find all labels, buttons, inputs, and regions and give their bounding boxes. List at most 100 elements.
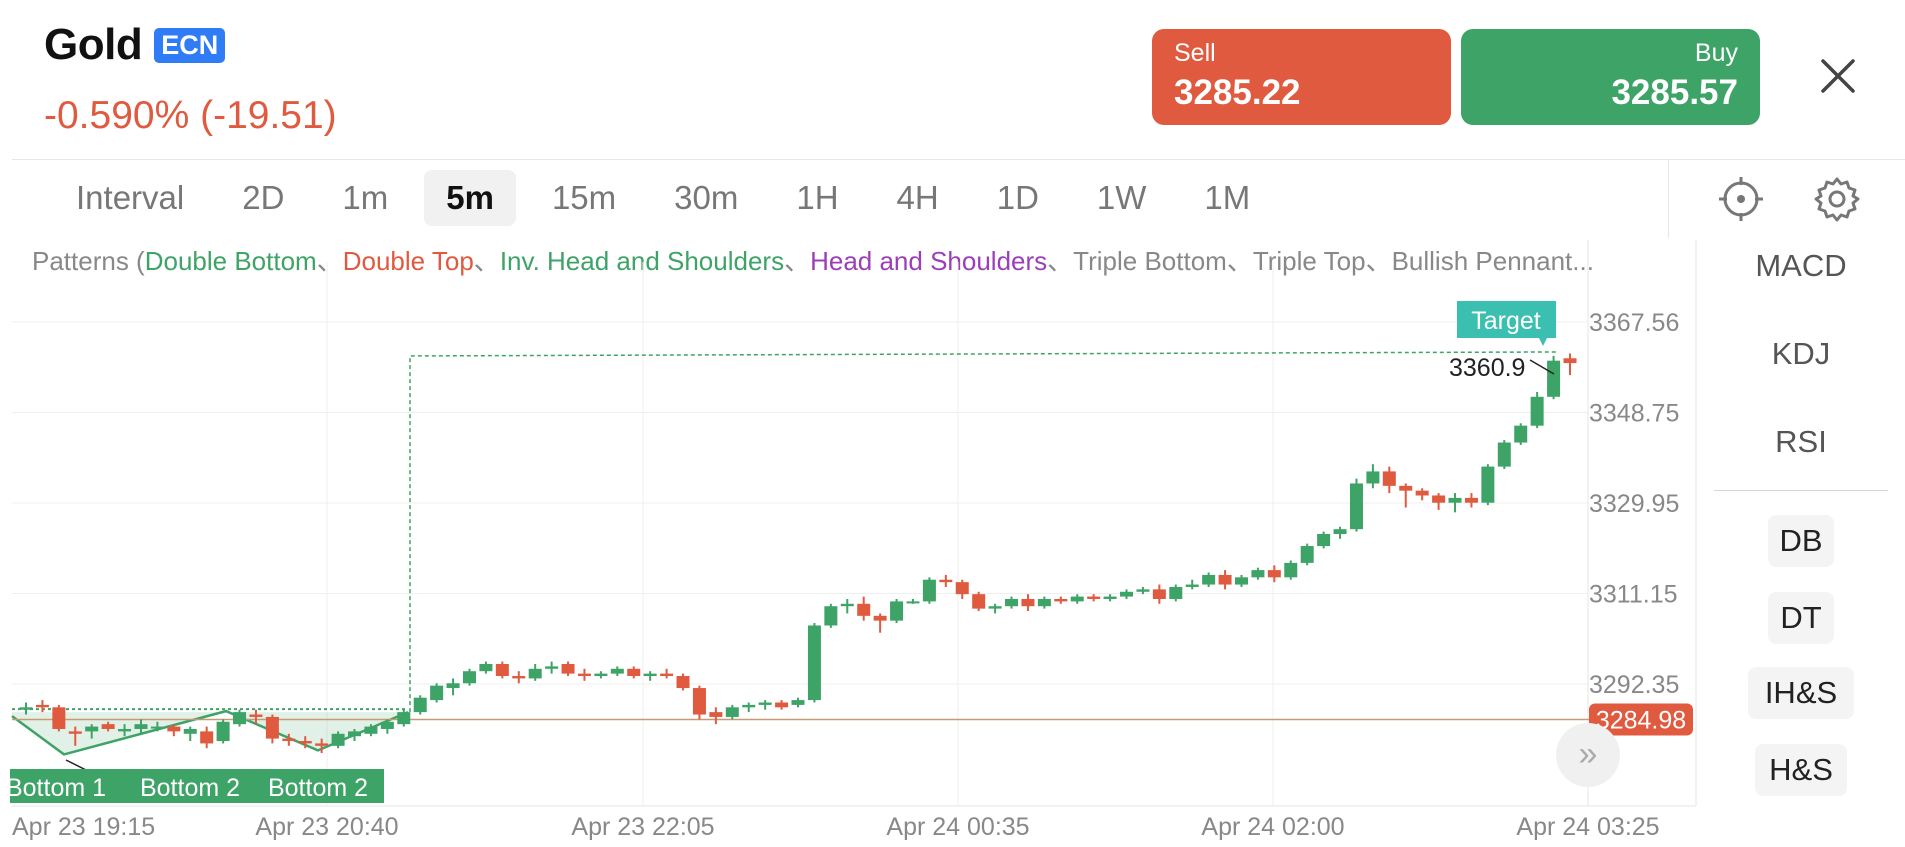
close-icon[interactable] bbox=[1818, 56, 1858, 96]
y-tick-label: 3348.75 bbox=[1589, 399, 1679, 427]
tab-1mo[interactable]: 1M bbox=[1204, 179, 1251, 216]
patterns-legend[interactable]: Patterns (Double Bottom、Double Top、Inv. … bbox=[32, 241, 1696, 278]
candle-body bbox=[397, 712, 411, 725]
tab-1m[interactable]: 1m bbox=[342, 179, 389, 216]
candle-body bbox=[1120, 591, 1134, 597]
candle-body bbox=[1021, 598, 1035, 607]
toolbar-divider bbox=[1668, 160, 1669, 238]
candle-body bbox=[725, 707, 739, 717]
sell-price: 3285.22 bbox=[1174, 73, 1301, 112]
candle-body bbox=[1464, 497, 1478, 503]
pattern-separator: 、 bbox=[784, 246, 811, 276]
candle-body bbox=[495, 663, 509, 677]
candle-body bbox=[1202, 574, 1216, 585]
low-value-label: 3277.71 bbox=[88, 769, 178, 797]
candle-body bbox=[939, 579, 953, 583]
candle-body bbox=[35, 704, 49, 708]
candle-body bbox=[1448, 497, 1462, 503]
pattern-head-shoulders: Head and Shoulders bbox=[810, 246, 1048, 276]
low-leader-line bbox=[65, 759, 91, 773]
indicator-rsi[interactable]: RSI bbox=[1775, 424, 1827, 459]
candle-body bbox=[1169, 586, 1183, 599]
pattern-triple-top: Triple Top bbox=[1252, 246, 1366, 276]
candle-body bbox=[1399, 485, 1413, 491]
candle-body bbox=[200, 731, 214, 744]
candle-body bbox=[643, 673, 657, 677]
x-tick-label: Apr 24 02:00 bbox=[1201, 813, 1344, 841]
x-tick-label: Apr 23 20:40 bbox=[255, 813, 398, 841]
candle-body bbox=[233, 712, 247, 725]
pattern-double-bottom: Double Bottom bbox=[144, 246, 317, 276]
candle-body bbox=[660, 673, 674, 677]
pattern-separator: 、 bbox=[1226, 246, 1253, 276]
candle-body bbox=[1333, 529, 1347, 534]
candle-body bbox=[594, 673, 608, 677]
candle-body bbox=[1497, 442, 1511, 467]
pattern-button-db[interactable]: DB bbox=[1768, 515, 1834, 567]
target-label: Target bbox=[1471, 307, 1541, 335]
candle-body bbox=[988, 606, 1002, 609]
candle-body bbox=[216, 721, 230, 742]
candle-body bbox=[167, 726, 181, 732]
tab-1h[interactable]: 1H bbox=[796, 179, 839, 216]
tab-2d[interactable]: 2D bbox=[242, 179, 285, 216]
candle-body bbox=[906, 601, 920, 604]
candle-body bbox=[676, 676, 690, 689]
candle-body bbox=[1054, 598, 1068, 602]
tab-1d[interactable]: 1D bbox=[996, 179, 1039, 216]
candle-body bbox=[68, 731, 82, 734]
candle-body bbox=[922, 579, 936, 602]
candle-body bbox=[1317, 534, 1331, 547]
x-tick-label: Apr 24 00:35 bbox=[886, 813, 1029, 841]
double-chevron-right-icon[interactable]: » bbox=[1556, 723, 1620, 787]
candle-body bbox=[824, 606, 838, 626]
pattern-separator: 、 bbox=[1365, 246, 1392, 276]
candle-body bbox=[528, 668, 542, 679]
pattern-button-hs[interactable]: H&S bbox=[1755, 744, 1847, 796]
buy-button[interactable]: Buy 3285.57 bbox=[1461, 29, 1760, 125]
sell-button[interactable]: Sell 3285.22 bbox=[1152, 29, 1451, 125]
tab-15m[interactable]: 15m bbox=[551, 179, 617, 216]
candle-body bbox=[249, 714, 263, 717]
candle-body bbox=[1185, 584, 1199, 587]
pattern-zigzag bbox=[11, 709, 409, 756]
crosshair-icon[interactable] bbox=[1718, 176, 1764, 222]
candle-body bbox=[348, 731, 362, 737]
pattern-button-dt[interactable]: DT bbox=[1768, 592, 1834, 644]
candle-body bbox=[807, 625, 821, 701]
candle-body bbox=[1152, 589, 1166, 599]
candle-body bbox=[1432, 495, 1446, 503]
candle-body bbox=[446, 683, 460, 689]
pattern-inv-head-shoulders: Inv. Head and Shoulders bbox=[499, 246, 785, 276]
candle-body bbox=[1382, 471, 1396, 486]
candle-body bbox=[1563, 358, 1577, 364]
candle-body bbox=[1070, 596, 1084, 602]
y-tick-label: 3329.95 bbox=[1589, 490, 1679, 518]
tab-interval[interactable]: Interval bbox=[76, 179, 185, 216]
gear-icon[interactable] bbox=[1814, 176, 1860, 222]
candle-body bbox=[627, 668, 641, 677]
pattern-point-label: Bottom 2 bbox=[268, 774, 368, 802]
candle-body bbox=[479, 663, 493, 672]
candle-body bbox=[512, 676, 526, 679]
indicator-kdj[interactable]: KDJ bbox=[1771, 336, 1831, 371]
candle-body bbox=[1234, 577, 1248, 585]
indicator-macd[interactable]: MACD bbox=[1755, 248, 1847, 283]
pattern-bullish-pennant: Bullish Pennant... bbox=[1391, 246, 1594, 276]
y-tick-label: 3311.15 bbox=[1589, 580, 1678, 608]
tab-5m[interactable]: 5m bbox=[424, 170, 516, 226]
interval-tabs: Interval 2D 1m 5m 15m 30m 1H 4H 1D 1W 1M bbox=[56, 170, 1286, 226]
candle-body bbox=[1218, 574, 1232, 585]
candle-body bbox=[890, 601, 904, 621]
tab-30m[interactable]: 30m bbox=[674, 179, 739, 216]
candle-body bbox=[282, 738, 296, 742]
tab-4h[interactable]: 4H bbox=[896, 179, 939, 216]
tab-1w[interactable]: 1W bbox=[1096, 179, 1147, 216]
candle-body bbox=[1481, 466, 1495, 503]
candle-body bbox=[577, 673, 591, 677]
y-tick-label: 3367.56 bbox=[1589, 309, 1679, 337]
pattern-separator: 、 bbox=[1047, 246, 1074, 276]
pattern-button-ihs[interactable]: IH&S bbox=[1748, 667, 1854, 719]
pattern-point-label: Bottom 1 bbox=[6, 774, 106, 802]
